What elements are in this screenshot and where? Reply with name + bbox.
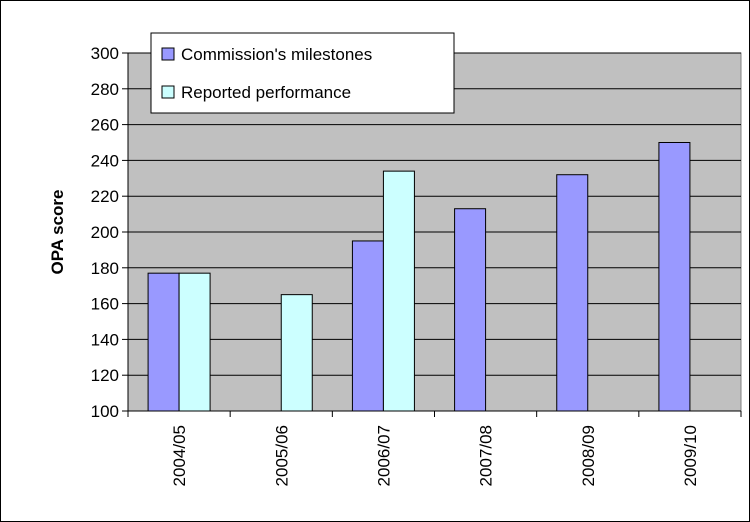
bar-milestone-2008-09 [556, 174, 589, 412]
y-tick-label: 240 [91, 151, 119, 170]
y-tick-label: 220 [91, 187, 119, 206]
y-axis-title: OPA score [48, 189, 67, 274]
x-tick-label: 2009/10 [681, 425, 700, 486]
bar-reported-2006-07 [382, 170, 415, 412]
x-tick-label: 2005/06 [272, 425, 291, 486]
bar-reported-2004-05 [178, 272, 211, 412]
x-tick-label: 2008/09 [579, 425, 598, 486]
x-tick-label: 2006/07 [374, 425, 393, 486]
legend-swatch [161, 47, 175, 61]
y-tick-label: 100 [91, 402, 119, 421]
legend-label: Reported performance [181, 83, 351, 102]
y-tick-label: 180 [91, 259, 119, 278]
bar-milestone-2007-08 [454, 208, 487, 412]
y-tick-label: 260 [91, 116, 119, 135]
y-tick-label: 300 [91, 44, 119, 63]
x-tick-label: 2004/05 [170, 425, 189, 486]
bar-reported-2005-06 [280, 294, 313, 412]
y-tick-label: 200 [91, 223, 119, 242]
legend-swatch [161, 85, 175, 99]
x-tick-label: 2007/08 [477, 425, 496, 486]
legend-label: Commission's milestones [181, 45, 372, 64]
bar-milestone-2006-07 [351, 240, 384, 412]
legend: Commission's milestones Reported performa… [150, 32, 455, 114]
y-tick-label: 140 [91, 330, 119, 349]
y-tick-label: 160 [91, 295, 119, 314]
legend-box [150, 32, 455, 114]
bar-milestone-2004-05 [147, 272, 180, 412]
bars [147, 142, 691, 412]
y-tick-label: 120 [91, 366, 119, 385]
tick-labels: 100 120 140 160 180 200 220 240 260 280 300 2004/05… [91, 44, 700, 486]
bar-milestone-2009-10 [658, 142, 691, 412]
y-tick-label: 280 [91, 80, 119, 99]
axes [122, 52, 742, 417]
